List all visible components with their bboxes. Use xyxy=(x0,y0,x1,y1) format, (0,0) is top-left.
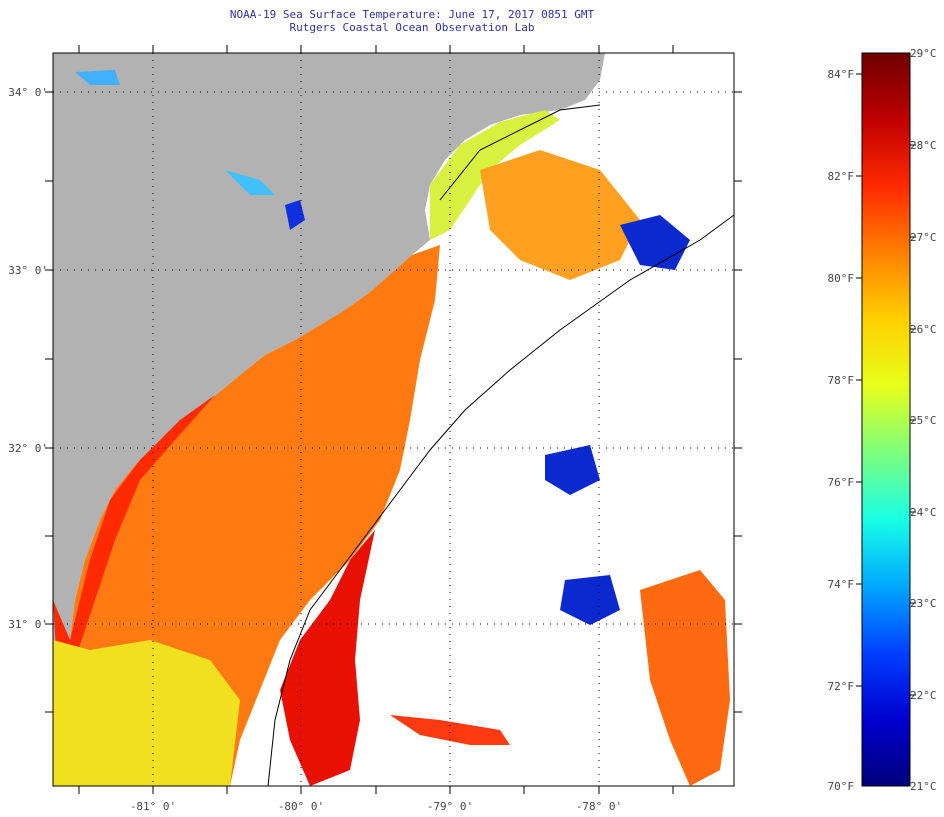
shelf-break-contour xyxy=(267,104,735,787)
sst-yellow-northcoast xyxy=(430,110,560,240)
sst-lake-blue xyxy=(285,200,305,230)
lat-label-33: 33° 0' xyxy=(8,264,48,277)
colorbar-c-label: 21°C xyxy=(910,780,937,793)
colorbar-f-label: 72°F xyxy=(827,680,855,693)
colorbar-c-label: 27°C xyxy=(910,231,937,244)
colorbar-f-label: 78°F xyxy=(827,374,855,387)
lon-label-81: -81° 0' xyxy=(129,800,177,813)
map-frame xyxy=(52,52,735,787)
colorbar-c-label: 25°C xyxy=(910,414,937,427)
sst-orange-north xyxy=(480,150,640,280)
lon-label-80: -80° 0' xyxy=(277,800,325,813)
sst-gulfstream-red xyxy=(280,530,375,786)
colorbar-c-label: 23°C xyxy=(910,597,937,610)
colorbar-f-label: 84°F xyxy=(827,68,855,81)
colorbar-f-label: 76°F xyxy=(827,476,855,489)
lon-label-79: -79° 0' xyxy=(426,800,474,813)
colorbar-f-label: 82°F xyxy=(827,170,855,183)
land-area xyxy=(53,53,605,786)
sst-lake-cyan xyxy=(225,170,275,195)
lat-label-31: 31° 0' xyxy=(8,618,48,631)
chart-title: NOAA-19 Sea Surface Temperature: June 17… xyxy=(229,8,595,21)
colorbar-f-label: 80°F xyxy=(827,272,855,285)
sst-yellow-south xyxy=(53,640,240,786)
frame-ticks xyxy=(45,45,742,794)
colorbar-c-label: 29°C xyxy=(910,47,937,60)
graticule xyxy=(53,53,734,786)
sst-blue-patch-south xyxy=(560,575,620,625)
colorbar-c-label: 24°C xyxy=(910,506,937,519)
colorbar-f-label: 74°F xyxy=(827,578,855,591)
colorbar-c-label: 28°C xyxy=(910,139,937,152)
sst-lake-northwest xyxy=(75,70,120,85)
colorbar-c-label: 26°C xyxy=(910,323,937,336)
lat-label-34: 34° 0' xyxy=(8,86,48,99)
sst-red-tongue xyxy=(390,715,510,745)
colorbar-c-label: 22°C xyxy=(910,689,937,702)
chart-subtitle: Rutgers Coastal Ocean Observation Lab xyxy=(289,21,535,34)
sst-blue-patch-mid xyxy=(545,445,600,495)
lon-label-78: -78° 0' xyxy=(575,800,623,813)
lat-label-32: 32° 0' xyxy=(8,442,48,455)
colorbar-f-label: 70°F xyxy=(827,780,855,793)
colorbar-ticks xyxy=(856,73,916,696)
colorbar xyxy=(861,52,911,787)
